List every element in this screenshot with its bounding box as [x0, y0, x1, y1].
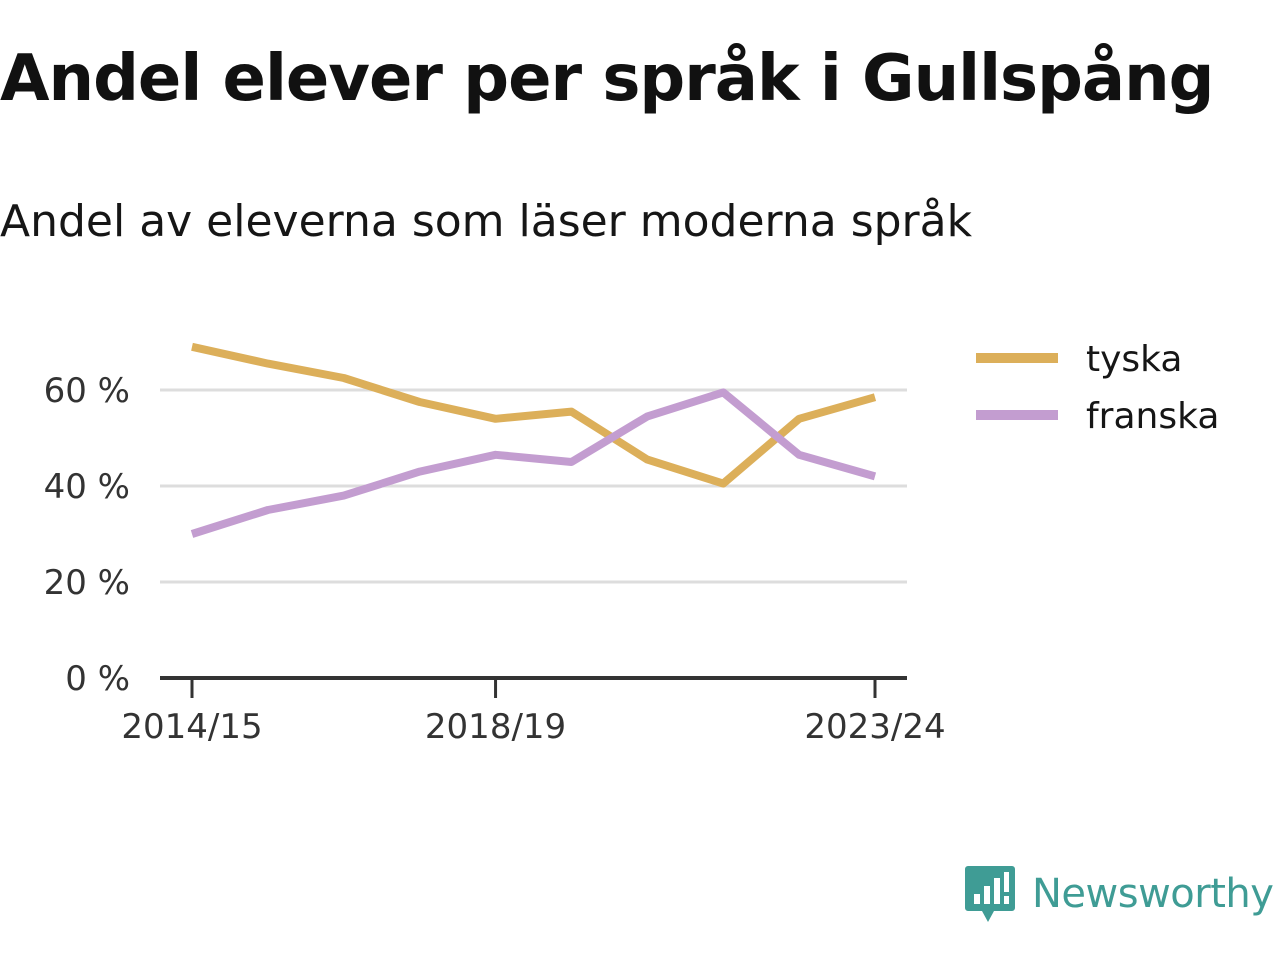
legend-label-tyska: tyska — [1086, 339, 1182, 380]
y-tick-label: 60 % — [44, 371, 130, 411]
series-lines — [190, 342, 877, 538]
newsworthy-brand: Newsworthy — [964, 864, 1274, 924]
axes: 0 % 20 % 40 % 60 % 2014/15 2018/19 2023/24 — [44, 371, 946, 747]
x-tick-label: 2018/19 — [425, 707, 566, 747]
y-tick-label: 20 % — [44, 563, 130, 603]
x-tick-label: 2023/24 — [804, 707, 945, 747]
x-tick-label: 2014/15 — [121, 707, 262, 747]
grid-lines — [160, 388, 907, 584]
y-tick-label: 40 % — [44, 467, 130, 507]
y-tick-label: 0 % — [65, 659, 130, 699]
chart-subtitle: Andel av eleverna som läser moderna språ… — [0, 196, 973, 247]
legend: tyska franska — [976, 339, 1219, 437]
legend-label-franska: franska — [1086, 396, 1219, 437]
newsworthy-logo-icon — [965, 866, 1015, 922]
brand-name: Newsworthy — [1032, 871, 1274, 917]
series-line-tyska — [191, 342, 877, 488]
series-line-franska — [190, 388, 877, 538]
chart-title: Andel elever per språk i Gullspång — [0, 42, 1214, 116]
